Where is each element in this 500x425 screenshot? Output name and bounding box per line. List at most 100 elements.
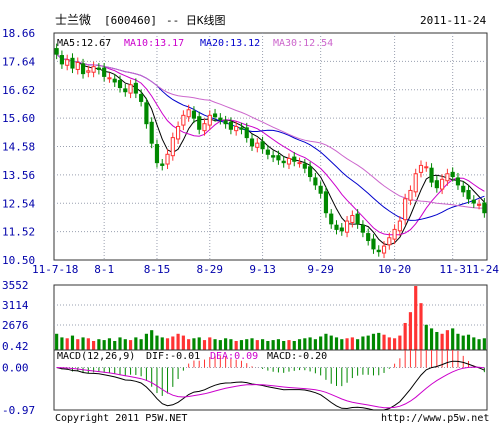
candle-body	[355, 213, 360, 225]
volume-bar	[472, 337, 476, 350]
candle-body	[70, 57, 75, 69]
candle-body	[339, 227, 344, 232]
candle-body	[176, 125, 181, 140]
volume-bar	[250, 338, 254, 350]
volume-bar	[440, 333, 444, 350]
volume-bar	[102, 340, 106, 350]
candlesticks	[54, 43, 487, 259]
candle-body	[476, 203, 482, 206]
candle-body	[260, 141, 265, 150]
macd-y-ticks: 0.00 -0.97	[2, 362, 35, 417]
price-grid	[54, 33, 487, 260]
candle-body	[96, 67, 101, 70]
candle-body	[297, 162, 302, 165]
volume-bar	[477, 339, 481, 350]
candle-body	[170, 137, 175, 157]
candle-body	[59, 55, 65, 65]
volume-bar	[92, 340, 96, 350]
candle-body	[223, 120, 228, 125]
volume-bar	[356, 339, 360, 350]
volume-bar	[245, 339, 249, 350]
macd-params: MACD(12,26,9)	[57, 351, 135, 362]
candle-body	[144, 102, 149, 125]
header-date: 2011-11-24	[420, 14, 487, 27]
volume-bar	[176, 333, 180, 350]
volume-bar	[165, 338, 170, 350]
candle-body	[302, 163, 307, 169]
volume-bar	[393, 338, 397, 350]
date-tick-label: 11-3	[439, 263, 466, 276]
volume-bar	[329, 335, 333, 350]
volume-bar	[324, 333, 328, 350]
volume-bar	[334, 337, 339, 350]
candle-body	[244, 127, 249, 139]
candle-body	[191, 110, 197, 119]
volume-bar	[255, 340, 259, 350]
candle-body	[429, 167, 434, 183]
volume-bar	[461, 335, 465, 350]
date-tick-label: 11-24	[466, 263, 499, 276]
dea-line	[56, 366, 485, 409]
legend-ma10: MA10:13.17	[124, 38, 184, 49]
volume-bar	[139, 339, 143, 350]
candle-body	[418, 164, 424, 173]
candle-body	[344, 220, 350, 233]
price-panel: 18.66 17.64 16.62 15.60 14.58 13.56 12.54 11.52…	[2, 27, 488, 267]
volume-bar	[123, 339, 127, 350]
candle-body	[482, 202, 487, 214]
volume-bar	[366, 335, 370, 350]
candle-body	[461, 185, 466, 193]
price-y-tick-label: 10.50	[2, 254, 35, 267]
candle-body	[154, 144, 160, 164]
volume-bar	[224, 338, 228, 350]
candle-body	[123, 88, 128, 93]
price-y-tick-label: 15.60	[2, 112, 35, 125]
price-y-tick-label: 11.52	[2, 226, 35, 239]
candle-body	[149, 121, 154, 144]
macd-y-tick-label: 0.00	[2, 362, 29, 375]
candle-body	[186, 109, 191, 118]
volume-bar	[282, 340, 286, 350]
volume-bar	[292, 340, 296, 350]
volume-y-tick-label: 0.42	[2, 340, 29, 353]
candle-body	[86, 70, 91, 73]
candle-body	[255, 142, 260, 148]
volume-bar	[192, 338, 196, 350]
candle-body	[128, 84, 133, 94]
volume-bar	[340, 339, 344, 350]
candle-body	[265, 149, 270, 155]
date-tick-label: 11-7-18	[32, 263, 78, 276]
volume-bar	[287, 340, 291, 350]
macd-panel-frame	[53, 349, 488, 411]
candle-body	[249, 138, 255, 147]
candle-body	[434, 180, 439, 189]
candle-body	[75, 61, 80, 70]
volume-bar	[456, 333, 460, 350]
volume-bar	[70, 335, 75, 350]
volume-bar	[387, 337, 391, 350]
date-tick-label: 10-20	[378, 263, 411, 276]
candle-body	[207, 114, 212, 126]
volume-bar	[451, 328, 455, 350]
volume-bar	[403, 322, 407, 350]
candle-body	[381, 245, 387, 254]
volume-bar	[97, 339, 101, 350]
volume-bar	[414, 286, 418, 350]
volume-bar	[150, 330, 154, 350]
candle-body	[403, 198, 408, 221]
candle-body	[450, 171, 455, 178]
candle-body	[91, 66, 96, 73]
volume-bar	[308, 337, 312, 350]
ma10-line	[56, 53, 485, 236]
candle-body	[80, 63, 86, 75]
volume-bar	[260, 339, 265, 350]
candle-body	[117, 80, 123, 89]
candle-body	[334, 224, 339, 230]
volume-bar	[345, 338, 349, 350]
candle-body	[308, 166, 313, 178]
volume-bars	[55, 286, 486, 350]
volume-y-ticks: 3552 3114 2676 0.42	[2, 279, 29, 353]
volume-bar	[303, 338, 307, 350]
candle-body	[228, 121, 233, 130]
